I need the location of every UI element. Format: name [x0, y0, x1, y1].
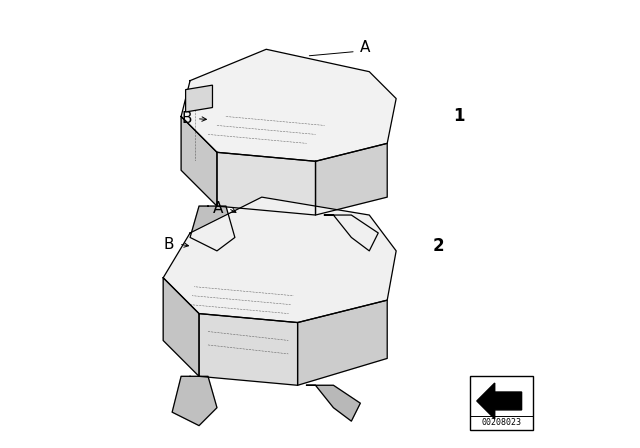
Text: 1: 1	[453, 108, 465, 125]
Text: 2: 2	[433, 237, 445, 255]
Polygon shape	[298, 300, 387, 385]
Polygon shape	[172, 376, 217, 426]
Text: 00208023: 00208023	[481, 418, 522, 427]
Polygon shape	[199, 314, 298, 385]
Text: A: A	[213, 201, 224, 216]
Polygon shape	[217, 152, 316, 215]
Polygon shape	[307, 385, 360, 421]
FancyBboxPatch shape	[470, 376, 533, 430]
Polygon shape	[477, 383, 522, 419]
Polygon shape	[163, 197, 396, 323]
Text: A: A	[360, 39, 370, 55]
Polygon shape	[324, 215, 378, 251]
Polygon shape	[316, 143, 387, 215]
Text: B: B	[164, 237, 174, 252]
Text: B: B	[182, 111, 192, 126]
Polygon shape	[163, 278, 199, 376]
Polygon shape	[181, 116, 217, 206]
Polygon shape	[181, 49, 396, 161]
Polygon shape	[190, 206, 235, 251]
Polygon shape	[186, 85, 212, 112]
